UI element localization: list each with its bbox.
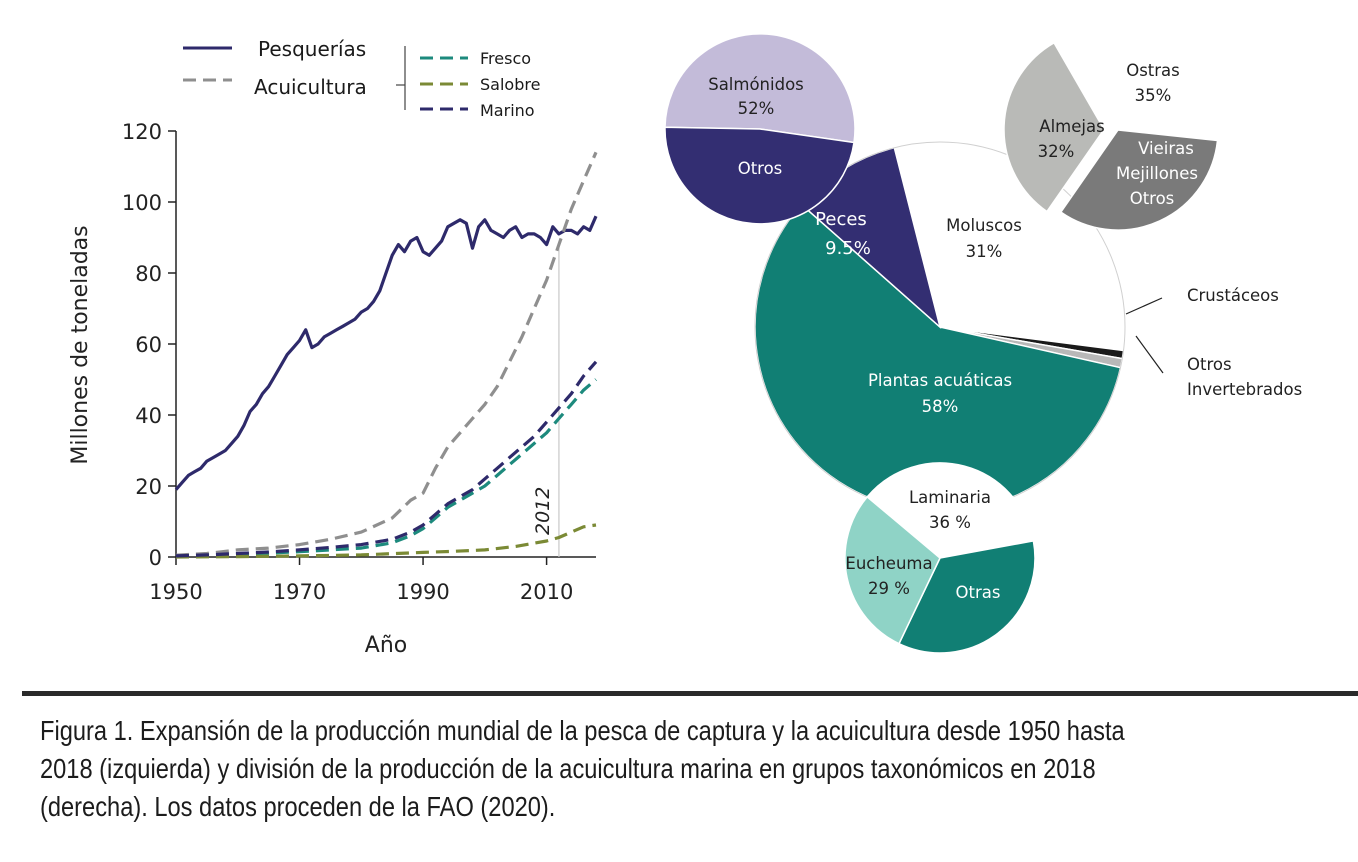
- series-pesquerías: [174, 215, 598, 491]
- y-tick-label: 60: [135, 333, 162, 357]
- y-tick-label: 0: [149, 546, 162, 570]
- legend-label-brackish: Salobre: [480, 75, 540, 94]
- series-marino: [175, 360, 598, 558]
- legend-label-fresh: Fresco: [480, 49, 531, 68]
- label-otros-invertebrados-1: Otros: [1187, 355, 1232, 374]
- label-vieiras-3: Otros: [1130, 189, 1175, 208]
- figure-caption: Figura 1. Expansión de la producción mun…: [40, 712, 1158, 826]
- caption-label: Figura 1.: [40, 715, 134, 746]
- legend-label-fisheries: Pesquerías: [258, 37, 366, 61]
- label-moluscos: Moluscos: [946, 216, 1022, 235]
- label-otras: Otras: [956, 583, 1001, 602]
- slice-eucheuma: [844, 495, 941, 645]
- series-acuicultura: [175, 151, 598, 557]
- x-tick-label: 1970: [273, 580, 326, 604]
- slice-otros: [664, 126, 855, 225]
- x-tick-label: 2010: [520, 580, 573, 604]
- y-tick-label: 40: [135, 404, 162, 428]
- legend-label-marine: Marino: [480, 101, 535, 120]
- plant-pie: [844, 462, 1036, 654]
- label-laminaria: Laminaria: [909, 488, 991, 507]
- label-almejas: Almejas: [1039, 117, 1104, 136]
- label-salmonidos-pct: 52%: [738, 99, 775, 118]
- label-almejas-pct: 32%: [1038, 142, 1075, 161]
- y-tick-label: 120: [122, 120, 162, 144]
- x-tick-label: 1950: [149, 580, 202, 604]
- fish-pie: [664, 33, 856, 225]
- caption-divider: [22, 691, 1358, 696]
- series-layer: [174, 151, 598, 559]
- legend: Pesquerías Acuicultura Fresco Salobre Ma…: [183, 37, 540, 120]
- figure: 0 20 40 60 80 100 120 1950 1970 1990 2010 2012 Añ…: [68, 29, 1303, 658]
- slice-laminaria: [866, 462, 1035, 559]
- label-vieiras-1: Vieiras: [1138, 139, 1194, 158]
- label-otros-invertebrados-2: Invertebrados: [1187, 380, 1302, 399]
- label-moluscos-pct: 31%: [966, 242, 1003, 261]
- label-eucheuma-pct: 29 %: [868, 579, 910, 598]
- y-tick-label: 80: [135, 262, 162, 286]
- label-plantas-pct: 58%: [922, 397, 959, 416]
- x-axis-title: Año: [365, 633, 407, 658]
- label-ostras: Ostras: [1126, 61, 1180, 80]
- y-ticks: 0 20 40 60 80 100 120: [122, 120, 176, 570]
- y-tick-label: 20: [135, 475, 162, 499]
- mollusc-pie: [1003, 29, 1219, 231]
- label-laminaria-pct: 36 %: [929, 513, 971, 532]
- label-crustaceos: Crustáceos: [1187, 286, 1279, 305]
- leader-line-crustaceans: [1125, 297, 1163, 315]
- year-2012-label: 2012: [532, 487, 554, 535]
- label-eucheuma: Eucheuma: [845, 554, 932, 573]
- series-fresco: [175, 378, 598, 558]
- caption-text: Expansión de la producción mundial de la…: [40, 715, 1125, 822]
- line-chart: 0 20 40 60 80 100 120 1950 1970 1990 2010 2012 Añ…: [68, 37, 598, 658]
- label-otros-peces: Otros: [738, 159, 783, 178]
- slice-otras: [897, 540, 1036, 654]
- legend-label-aquaculture: Acuicultura: [254, 75, 367, 99]
- pie-charts: Salmónidos 52% Otros Peces 9.5% Moluscos…: [664, 29, 1302, 654]
- main-pie: [754, 141, 1126, 513]
- series-salobre: [175, 523, 597, 559]
- slice-salmónidos: [664, 33, 856, 144]
- y-tick-label: 100: [122, 191, 162, 215]
- label-peces-pct: 9.5%: [825, 238, 871, 259]
- label-salmonidos: Salmónidos: [708, 75, 804, 94]
- label-ostras-pct: 35%: [1135, 86, 1172, 105]
- leader-line-other-invertebrates: [1135, 335, 1164, 374]
- x-ticks: 1950 1970 1990 2010: [149, 557, 573, 604]
- slice-vieiras-mejillones-otros: [1059, 129, 1219, 231]
- label-vieiras-2: Mejillones: [1116, 164, 1198, 183]
- slice-almejas: [1003, 41, 1105, 213]
- label-plantas: Plantas acuáticas: [868, 371, 1012, 390]
- slice-ostras: [1066, 29, 1219, 142]
- x-tick-label: 1990: [396, 580, 449, 604]
- y-axis-title: Millones de toneladas: [68, 225, 93, 464]
- label-peces: Peces: [815, 209, 867, 230]
